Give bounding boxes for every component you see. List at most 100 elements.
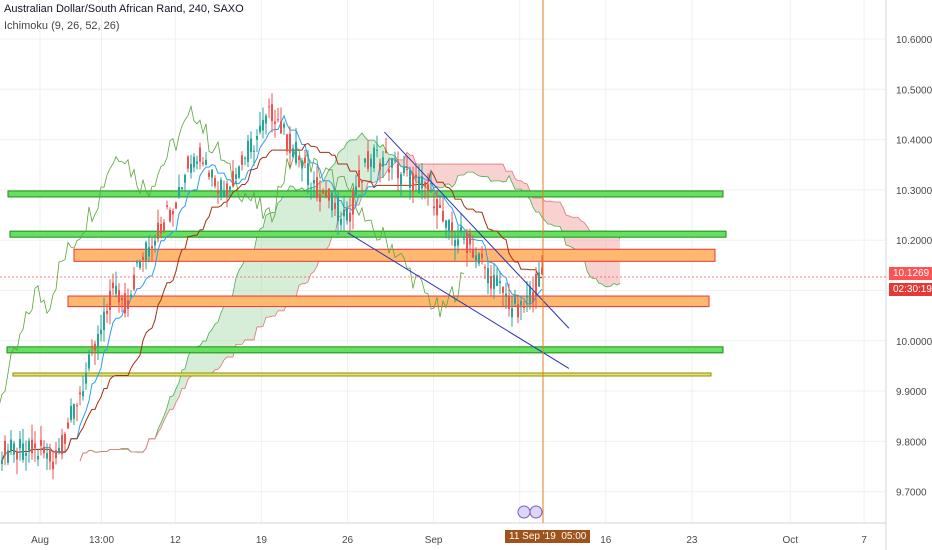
x-tick-label: 7 — [861, 535, 867, 546]
sr-zone — [12, 372, 712, 377]
cloud-segment — [557, 201, 560, 227]
candle-body — [172, 210, 174, 215]
candle-body — [517, 304, 519, 318]
candle-body — [13, 443, 15, 455]
candle-body — [493, 275, 495, 289]
y-tick-label: 10.0000 — [896, 337, 932, 348]
candle-body — [22, 443, 24, 460]
cloud-segment — [257, 228, 260, 327]
candle-body — [280, 121, 282, 134]
cloud-segment — [365, 137, 368, 193]
cloud-segment — [509, 171, 512, 183]
candle-body — [163, 222, 165, 231]
candle-body — [514, 297, 516, 304]
cloud-segment — [164, 407, 167, 421]
candle-body — [529, 286, 531, 303]
candle-body — [190, 163, 192, 173]
candle-body — [250, 138, 252, 153]
candle-body — [364, 158, 366, 163]
candle-body — [520, 301, 522, 306]
cursor-time: 05:00 — [561, 531, 587, 542]
candle-body — [496, 275, 498, 286]
candle-body — [226, 183, 228, 197]
candle-body — [106, 310, 108, 314]
cloud-segment — [194, 346, 197, 376]
candle-body — [523, 306, 525, 308]
y-tick-label: 9.7000 — [896, 488, 927, 499]
cloud-segment — [269, 212, 272, 318]
cloud-segment — [329, 166, 332, 246]
kijun-sen — [1, 142, 542, 462]
candle-body — [61, 435, 63, 455]
candle-body — [211, 169, 213, 178]
candle-body — [73, 403, 75, 419]
candle-body — [448, 220, 450, 232]
cloud-segment — [473, 164, 476, 175]
candle-body — [457, 239, 459, 246]
cloud-segment — [332, 163, 335, 237]
candle-body — [133, 274, 135, 290]
candle-body — [409, 169, 411, 188]
cloud-segment — [554, 201, 557, 227]
cloud-segment — [173, 388, 176, 410]
cloud-segment — [230, 293, 233, 358]
candle-body — [79, 392, 81, 395]
candle-body — [124, 293, 126, 314]
candle-body — [502, 286, 504, 293]
candle-body — [289, 133, 291, 153]
candle-body — [184, 175, 186, 183]
cloud-segment — [536, 198, 539, 213]
cloud-segment — [497, 164, 500, 181]
cloud-segment — [533, 198, 536, 213]
candle-body — [532, 292, 534, 302]
x-tick-label: 23 — [686, 535, 698, 546]
candle-body — [268, 106, 270, 108]
candle-body — [310, 187, 312, 189]
candle-body — [379, 162, 381, 171]
chikou-span — [0, 104, 465, 404]
sr-zone — [9, 230, 727, 238]
candle-body — [337, 197, 339, 222]
candle-body — [361, 181, 363, 183]
cloud-segment — [191, 346, 194, 377]
candle-body — [352, 191, 354, 215]
candle-body — [325, 191, 327, 198]
candle-body — [373, 147, 375, 169]
candle-body — [88, 354, 90, 369]
candle-body — [49, 448, 51, 462]
candle-body — [70, 405, 72, 421]
candle-body — [169, 209, 171, 222]
candle-body — [454, 240, 456, 247]
candle-body — [385, 150, 387, 154]
candle-body — [34, 443, 36, 448]
candle-body — [313, 179, 315, 184]
candle-body — [535, 274, 537, 297]
candle-body — [262, 119, 264, 131]
candle-body — [286, 134, 288, 152]
cloud-segment — [467, 164, 470, 173]
candle-body — [142, 256, 144, 260]
candle-body — [358, 170, 360, 188]
indicator-label[interactable]: Ichimoku (9, 26, 52, 26) — [4, 20, 120, 32]
candle-body — [349, 212, 351, 222]
candle-body — [508, 296, 510, 310]
candle-body — [538, 272, 540, 287]
cloud-segment — [551, 201, 554, 226]
cloud-segment — [290, 185, 293, 301]
candle-body — [430, 182, 432, 184]
candle-body — [208, 172, 210, 177]
candle-body — [253, 150, 255, 152]
cloud-segment — [161, 415, 164, 428]
candle-body — [139, 261, 141, 268]
cloud-segment — [476, 164, 479, 176]
y-tick-label: 9.8000 — [896, 437, 927, 448]
cloud-segment — [170, 395, 173, 410]
candle-body — [466, 232, 468, 253]
cloud-segment — [272, 212, 275, 317]
x-tick-label: Aug — [31, 535, 49, 546]
candle-body — [55, 450, 57, 459]
cloud-segment — [434, 164, 437, 189]
cloud-segment — [449, 164, 452, 188]
